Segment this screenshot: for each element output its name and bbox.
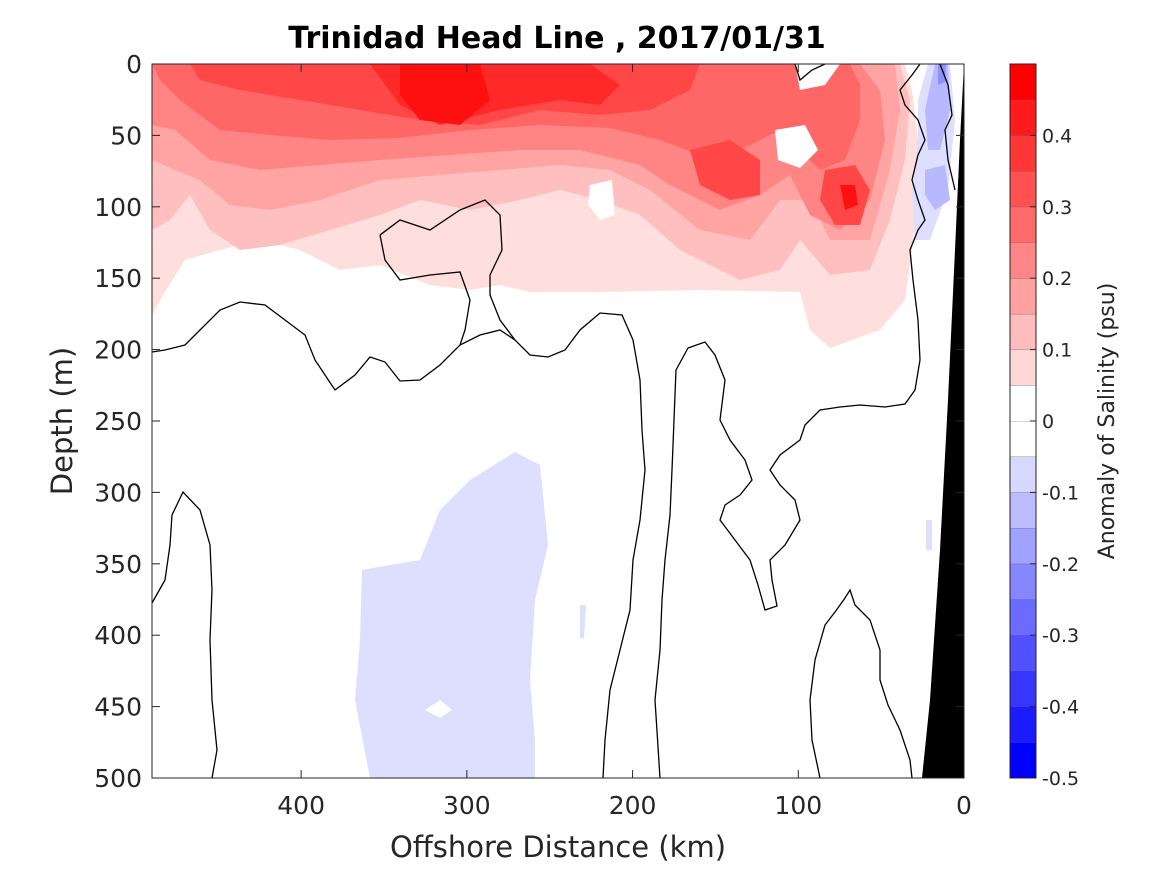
colorbar-band [1010,528,1036,564]
colorbar-band [1010,456,1036,493]
y-tick-label: 250 [94,407,142,436]
neutral-pocket-3 [795,64,840,90]
contour-fill-neg0.05-speck [580,605,586,638]
x-tick-label: 100 [774,791,822,820]
colorbar-band [1010,385,1036,421]
zero-contour-b [379,234,471,346]
colorbar-band [1010,599,1036,636]
colorbar-band [1010,242,1036,279]
y-tick-label: 500 [94,764,142,793]
contour-fill-0.4-b [840,185,858,210]
zero-contour-main [151,301,646,779]
colorbar-tick-label: -0.2 [1042,554,1079,576]
colorbar-band [1010,563,1036,600]
colorbar-label: Anomaly of Salinity (psu) [1095,283,1120,560]
colorbar-band [1010,670,1036,707]
colorbar-band [1010,349,1036,386]
plot-area [151,63,965,779]
y-tick-label: 150 [94,264,142,293]
zero-contour-a [379,199,516,341]
contour-fill-neg0.05-deep [355,452,548,778]
colorbar-band [1010,742,1036,778]
colorbar-band [1010,313,1036,350]
positive-anomaly-fills [152,64,918,348]
colorbar-tick-label: -0.1 [1042,482,1079,504]
zero-contour-lines [151,63,956,779]
colorbar-band [1010,706,1036,743]
y-tick-label: 400 [94,621,142,650]
y-tick-label: 100 [94,193,142,222]
colorbar-band [1010,135,1036,172]
colorbar-band [1010,278,1036,314]
colorbar-tick-label: 0 [1042,411,1054,433]
colorbar-band [1010,421,1036,457]
y-tick-label: 300 [94,478,142,507]
neutral-hole-deep [425,700,452,718]
negative-anomaly-fills [355,64,955,778]
contour-fill-neg0.15-shelf [938,64,946,85]
y-tick-label: 450 [94,693,142,722]
x-axis: 400 300 200 100 0 [277,64,972,820]
y-tick-label: 0 [126,50,142,79]
contour-fill-0.3-b [690,140,760,200]
neutral-pocket-1 [775,125,818,168]
contour-fill-0.4 [400,64,490,125]
land-mask [922,64,964,778]
x-tick-label: 200 [609,791,657,820]
zero-contour-f [794,63,826,82]
y-tick-label: 200 [94,336,142,365]
neutral-pocket-2 [588,180,615,220]
colorbar-band [1010,99,1036,136]
colorbar-tick-label: 0.1 [1042,340,1072,362]
x-tick-label: 0 [956,791,972,820]
x-tick-label: 400 [277,791,325,820]
contour-fill-neg0.1-shelf [925,64,950,150]
colorbar-tick-label: -0.4 [1042,697,1079,719]
x-axis-label: Offshore Distance (km) [390,830,726,864]
colorbar-tick-label: -0.5 [1042,768,1079,790]
colorbar-band [1010,171,1036,207]
colorbar: 0.4 0.3 0.2 0.1 0 -0.1 -0.2 -0.3 -0.4 -0.5 [1009,63,1079,790]
colorbar-band [1010,64,1036,100]
zero-contour-d [654,63,926,779]
colorbar-band [1010,206,1036,243]
colorbar-tick-label: 0.4 [1042,125,1072,147]
y-axis-label: Depth (m) [45,347,79,495]
contour-fill-neg0.1-shelf-b [925,165,950,210]
y-tick-label: 350 [94,550,142,579]
colorbar-band [1010,635,1036,671]
colorbar-tick-label: 0.2 [1042,268,1072,290]
contour-fill-neg0.05-patch [926,520,932,550]
neutral-pockets [588,64,840,220]
y-tick-label: 50 [110,121,142,150]
zero-contour-g [939,63,956,191]
chart-title: Trinidad Head Line , 2017/01/31 [288,21,825,56]
zero-contour-e [809,588,913,779]
colorbar-tick-label: -0.3 [1042,625,1079,647]
x-tick-label: 300 [443,791,491,820]
colorbar-band [1010,492,1036,529]
colorbar-tick-label: 0.3 [1042,197,1072,219]
zero-contour-c [151,490,218,779]
y-axis: 0 50 100 150 200 250 300 350 400 450 500 [94,50,964,793]
